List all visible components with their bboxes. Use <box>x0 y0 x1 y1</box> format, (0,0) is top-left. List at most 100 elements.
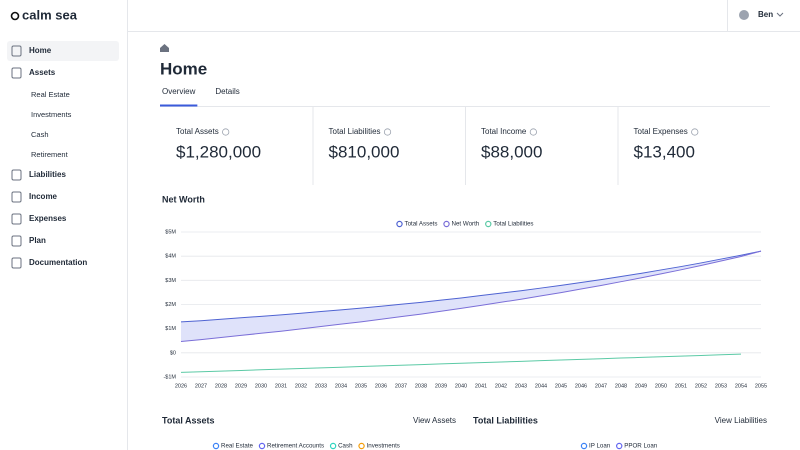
tab[interactable]: Overview <box>162 87 196 96</box>
nav-icon <box>11 191 22 203</box>
info-icon[interactable] <box>222 128 230 136</box>
x-tick-label: 2043 <box>515 383 527 389</box>
y-tick-label: $5M <box>165 229 176 235</box>
legend-label[interactable]: Investments <box>367 443 400 450</box>
legend-label[interactable]: PPOR Loan <box>624 443 658 450</box>
x-tick-label: 2048 <box>615 383 627 389</box>
nav-item[interactable]: Expenses <box>29 214 67 223</box>
chart-title: Net Worth <box>162 194 205 204</box>
nav-active-bg <box>7 41 119 61</box>
x-tick-label: 2028 <box>215 383 227 389</box>
stat-label: Total Income <box>481 127 527 136</box>
x-tick-label: 2038 <box>415 383 427 389</box>
x-tick-label: 2039 <box>435 383 447 389</box>
legend-marker[interactable] <box>358 442 365 450</box>
x-tick-label: 2034 <box>335 383 347 389</box>
legend-marker[interactable] <box>329 442 337 450</box>
nav-item[interactable]: Liabilities <box>29 170 66 179</box>
nav-item[interactable]: Income <box>29 192 58 201</box>
legend-marker[interactable] <box>212 442 220 450</box>
nav-subitem[interactable]: Investments <box>31 110 72 119</box>
y-tick-label: -$1M <box>163 374 176 380</box>
stat-label: Total Expenses <box>634 127 688 136</box>
user-chevron[interactable] <box>776 12 784 17</box>
nav-item[interactable]: Plan <box>29 236 46 245</box>
x-tick-label: 2026 <box>175 383 187 389</box>
area-band <box>181 251 761 342</box>
y-tick-label: $0 <box>170 350 176 356</box>
stat-label: Total Assets <box>176 127 219 136</box>
x-tick-label: 2037 <box>395 383 407 389</box>
x-tick-label: 2054 <box>735 383 747 389</box>
legend-label[interactable]: IP Loan <box>589 443 611 450</box>
legend-marker[interactable] <box>443 220 450 228</box>
logo[interactable]: calm sea <box>22 7 78 22</box>
x-tick-label: 2027 <box>195 383 207 389</box>
nav-icon <box>11 45 22 57</box>
logo-icon <box>10 11 20 21</box>
section-link[interactable]: View Liabilities <box>715 416 767 425</box>
legend-label[interactable]: Total Assets <box>404 221 437 228</box>
x-tick-label: 2040 <box>455 383 467 389</box>
nav-subitem[interactable]: Cash <box>31 130 49 139</box>
x-tick-label: 2031 <box>275 383 287 389</box>
nav-icon <box>11 257 22 269</box>
y-tick-label: $1M <box>165 326 176 332</box>
stat-value: $13,400 <box>634 142 695 161</box>
legend-label[interactable]: Total Liabilities <box>493 221 533 228</box>
x-tick-label: 2052 <box>695 383 707 389</box>
section-title: Total Liabilities <box>473 415 538 425</box>
x-tick-label: 2029 <box>235 383 247 389</box>
x-tick-label: 2042 <box>495 383 507 389</box>
user-name[interactable]: Ben <box>758 10 773 19</box>
legend-marker[interactable] <box>616 442 623 450</box>
x-tick-label: 2036 <box>375 383 387 389</box>
x-tick-label: 2032 <box>295 383 307 389</box>
nav-item[interactable]: Home <box>29 46 52 55</box>
nav-item[interactable]: Documentation <box>29 258 87 267</box>
section-title: Total Assets <box>162 415 215 425</box>
x-tick-label: 2044 <box>535 383 547 389</box>
x-tick-label: 2033 <box>315 383 327 389</box>
breadcrumb-home[interactable] <box>160 44 169 52</box>
x-tick-label: 2035 <box>355 383 367 389</box>
stat-value: $810,000 <box>329 142 400 161</box>
info-icon[interactable] <box>383 128 392 136</box>
nav-icon <box>11 169 22 181</box>
x-tick-label: 2051 <box>675 383 687 389</box>
y-tick-label: $3M <box>165 278 176 284</box>
nav-item[interactable]: Assets <box>29 68 56 77</box>
stat-value: $88,000 <box>481 142 542 161</box>
x-tick-label: 2047 <box>595 383 607 389</box>
nav-subitem[interactable]: Retirement <box>31 150 69 159</box>
x-tick-label: 2030 <box>255 383 267 389</box>
info-icon[interactable] <box>691 128 699 136</box>
tab[interactable]: Details <box>215 87 239 96</box>
x-tick-label: 2045 <box>555 383 567 389</box>
x-tick-label: 2041 <box>475 383 487 389</box>
nav-subitem[interactable]: Real Estate <box>31 90 70 99</box>
avatar[interactable] <box>739 10 749 20</box>
legend-label[interactable]: Real Estate <box>221 443 254 450</box>
nav-icon <box>11 235 22 247</box>
y-tick-label: $4M <box>165 254 176 260</box>
nav-icon <box>11 67 22 79</box>
series-line <box>180 250 762 342</box>
tab-underline <box>160 104 198 107</box>
legend-label[interactable]: Net Worth <box>452 221 480 228</box>
legend-marker[interactable] <box>396 220 403 228</box>
section-link[interactable]: View Assets <box>413 416 456 425</box>
legend-label[interactable]: Cash <box>338 443 353 450</box>
x-tick-label: 2049 <box>635 383 647 389</box>
series-line <box>180 250 762 323</box>
legend-label[interactable]: Retirement Accounts <box>267 443 324 450</box>
legend-marker[interactable] <box>258 442 266 450</box>
info-icon[interactable] <box>529 128 537 136</box>
page-title: Home <box>160 59 207 78</box>
stat-value: $1,280,000 <box>176 142 261 161</box>
legend-marker[interactable] <box>485 220 492 228</box>
x-tick-label: 2053 <box>715 383 727 389</box>
x-tick-label: 2055 <box>755 383 767 389</box>
legend-marker[interactable] <box>580 442 588 450</box>
